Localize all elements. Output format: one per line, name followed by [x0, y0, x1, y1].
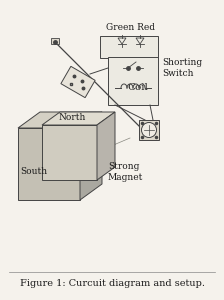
FancyBboxPatch shape: [51, 38, 59, 44]
Text: Green Red: Green Red: [106, 23, 155, 32]
FancyBboxPatch shape: [100, 36, 158, 58]
Polygon shape: [42, 125, 97, 180]
Polygon shape: [18, 112, 102, 128]
Text: Strong
Magnet: Strong Magnet: [108, 162, 143, 182]
Polygon shape: [18, 128, 80, 200]
FancyBboxPatch shape: [139, 120, 159, 140]
Polygon shape: [97, 112, 115, 180]
Text: Coil: Coil: [127, 83, 148, 92]
Polygon shape: [42, 112, 115, 125]
Circle shape: [142, 122, 157, 137]
Text: Shorting
Switch: Shorting Switch: [162, 58, 202, 78]
Text: North: North: [58, 113, 86, 122]
Polygon shape: [61, 66, 95, 98]
Polygon shape: [80, 112, 102, 200]
Text: Figure 1: Curcuit diagram and setup.: Figure 1: Curcuit diagram and setup.: [19, 279, 205, 288]
Text: South: South: [20, 167, 47, 176]
FancyBboxPatch shape: [108, 57, 158, 105]
